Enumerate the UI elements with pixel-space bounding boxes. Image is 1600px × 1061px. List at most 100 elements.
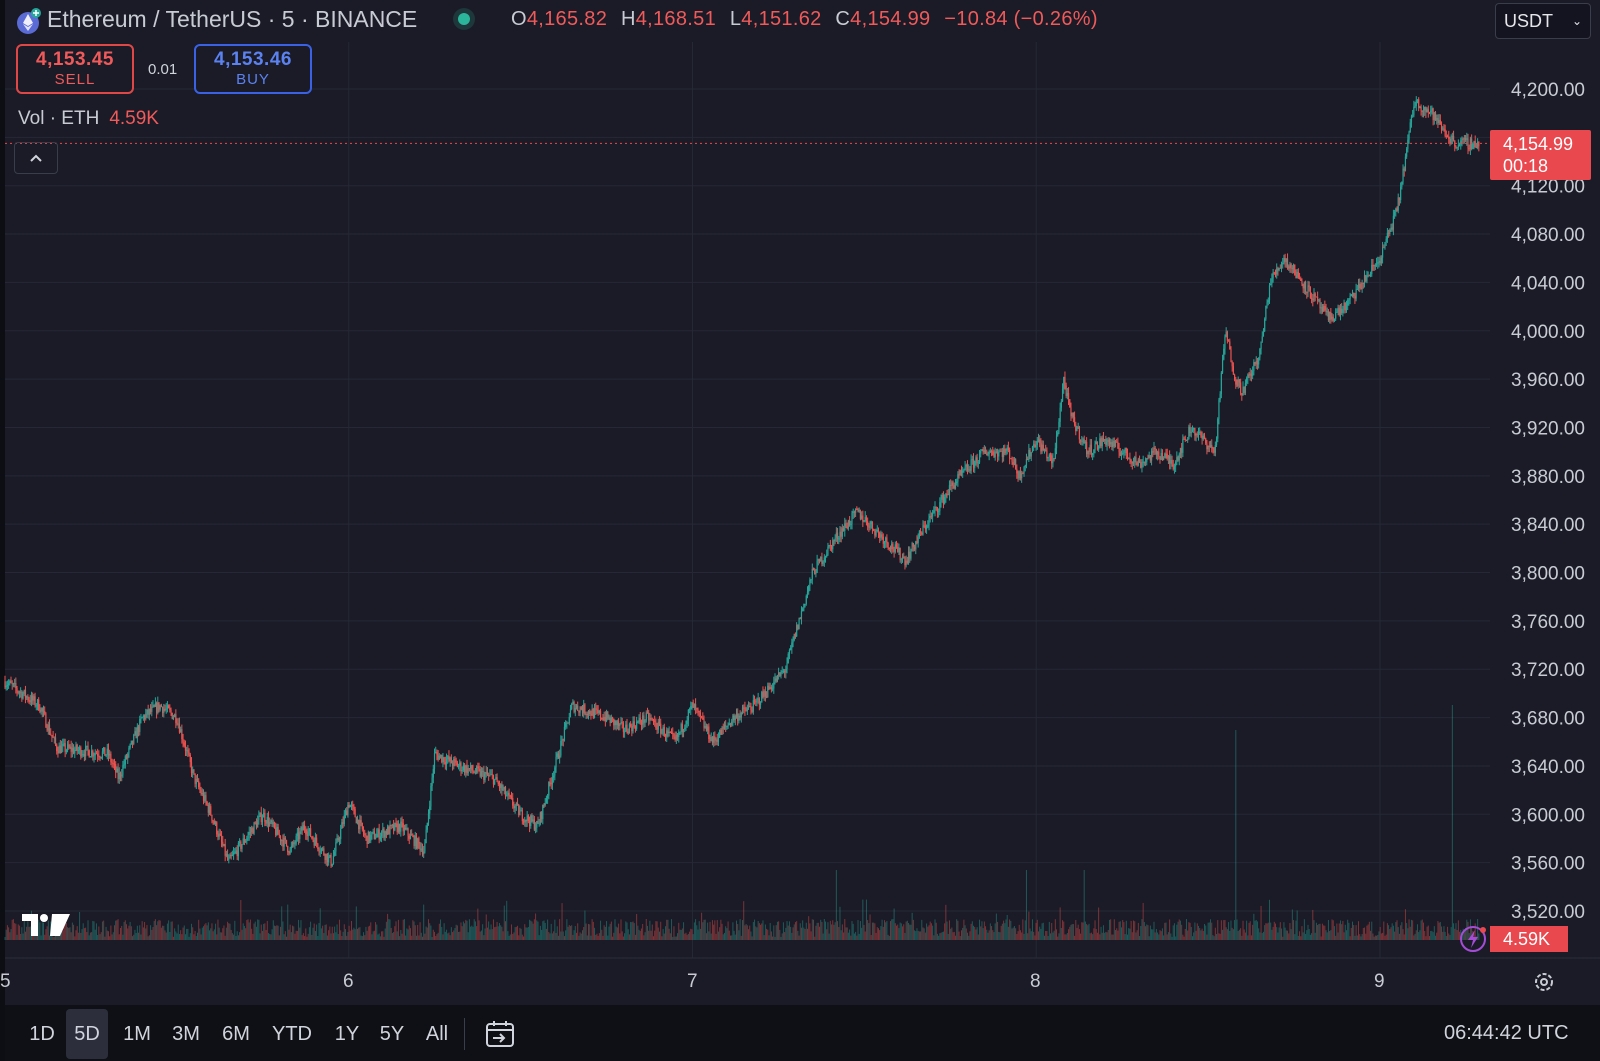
volume-bar bbox=[1200, 930, 1202, 940]
volume-bar bbox=[1090, 932, 1092, 940]
volume-bar bbox=[986, 929, 988, 940]
symbol-title[interactable]: Ethereum / TetherUS · 5 · BINANCE bbox=[47, 6, 418, 32]
volume-bar bbox=[371, 934, 373, 940]
volume-bar bbox=[198, 919, 200, 940]
range-3m-button[interactable]: 3M bbox=[172, 1022, 200, 1045]
volume-bar bbox=[573, 930, 575, 940]
volume-bar bbox=[1131, 932, 1133, 940]
volume-bar bbox=[782, 922, 784, 940]
volume-bar bbox=[1082, 922, 1084, 940]
candle-body bbox=[666, 730, 668, 737]
volume-bar bbox=[411, 935, 413, 940]
candle-body bbox=[915, 541, 917, 550]
volume-bar bbox=[442, 934, 444, 940]
volume-bar bbox=[421, 936, 423, 940]
volume-bar bbox=[550, 923, 552, 940]
candle-body bbox=[192, 769, 194, 774]
candle-body bbox=[893, 549, 895, 552]
volume-bar bbox=[826, 929, 828, 940]
volume-bar bbox=[282, 921, 284, 940]
low-value: 4,151.62 bbox=[741, 8, 822, 30]
volume-bar bbox=[436, 934, 438, 940]
volume-bar bbox=[894, 923, 896, 940]
volume-bar bbox=[751, 936, 753, 940]
volume-bar bbox=[821, 921, 823, 940]
range-5d-button[interactable]: 5D bbox=[66, 1009, 108, 1059]
candle-body bbox=[1095, 441, 1097, 445]
volume-bar bbox=[1268, 899, 1270, 940]
candle-body bbox=[1271, 278, 1273, 284]
volume-bar bbox=[1071, 924, 1073, 940]
go-to-date-icon[interactable] bbox=[484, 1019, 516, 1049]
candle-body bbox=[1270, 283, 1272, 286]
candle-body bbox=[1276, 268, 1278, 275]
collapse-legend-button[interactable] bbox=[14, 142, 58, 174]
volume-legend[interactable]: Vol · ETH 4.59K bbox=[18, 108, 159, 130]
lightning-bolt-icon[interactable] bbox=[1459, 925, 1487, 953]
candle-body bbox=[633, 721, 635, 727]
volume-bar bbox=[643, 935, 645, 940]
range-5y-button[interactable]: 5Y bbox=[379, 1022, 405, 1045]
candle-body bbox=[449, 757, 451, 761]
range-1y-button[interactable]: 1Y bbox=[334, 1022, 360, 1045]
price-chart[interactable]: 3,520.003,560.003,600.003,640.003,680.00… bbox=[0, 0, 1600, 1005]
volume-bar bbox=[948, 920, 950, 940]
candle-body bbox=[33, 696, 35, 701]
candle-body bbox=[522, 821, 525, 823]
volume-bar bbox=[520, 928, 522, 940]
range-1d-button[interactable]: 1D bbox=[29, 1022, 55, 1045]
sell-button[interactable]: 4,153.45 SELL bbox=[16, 44, 134, 94]
volume-bar bbox=[28, 926, 30, 940]
volume-bar bbox=[838, 926, 840, 940]
candle-body bbox=[1443, 128, 1445, 130]
volume-bar bbox=[770, 931, 772, 940]
range-6m-button[interactable]: 6M bbox=[222, 1022, 250, 1045]
candle-body bbox=[882, 536, 884, 544]
candle-body bbox=[163, 708, 165, 714]
candle-body bbox=[840, 531, 842, 537]
candle-body bbox=[634, 726, 637, 729]
gear-icon[interactable] bbox=[1532, 970, 1556, 994]
volume-bar bbox=[209, 930, 211, 940]
candle-body bbox=[323, 848, 325, 855]
volume-bar bbox=[1123, 922, 1125, 940]
candle-body bbox=[857, 509, 859, 512]
candle-body bbox=[1128, 457, 1130, 459]
candle-body bbox=[575, 705, 578, 708]
volume-bar bbox=[124, 920, 126, 940]
range-1m-button[interactable]: 1M bbox=[123, 1022, 151, 1045]
volume-bar bbox=[874, 923, 876, 940]
volume-bar bbox=[686, 934, 688, 940]
candle-body bbox=[941, 494, 943, 500]
volume-bar bbox=[970, 923, 972, 940]
candle-body bbox=[1010, 458, 1012, 460]
range-ytd-button[interactable]: YTD bbox=[272, 1022, 312, 1045]
volume-bar bbox=[557, 935, 559, 940]
candle-body bbox=[652, 719, 655, 721]
candle-body bbox=[1188, 426, 1190, 439]
buy-button[interactable]: 4,153.46 BUY bbox=[194, 44, 312, 94]
range-all-button[interactable]: All bbox=[425, 1022, 449, 1045]
volume-bar bbox=[940, 932, 942, 940]
candle-body bbox=[1065, 385, 1067, 397]
currency-select[interactable]: USDT ⌄ bbox=[1495, 3, 1591, 39]
volume-bar bbox=[657, 927, 659, 940]
volume-bar bbox=[763, 935, 765, 940]
volume-bar bbox=[391, 933, 393, 940]
volume-bar bbox=[1352, 921, 1353, 940]
volume-bar bbox=[480, 930, 482, 940]
candle-body bbox=[950, 485, 952, 487]
candle-body bbox=[119, 772, 122, 777]
volume-bar bbox=[375, 922, 377, 940]
volume-bar bbox=[1437, 920, 1439, 940]
candle-body bbox=[901, 556, 904, 560]
volume-bar bbox=[363, 932, 365, 940]
volume-bar bbox=[521, 934, 523, 940]
volume-bar bbox=[428, 919, 429, 940]
candle-body bbox=[1088, 451, 1090, 453]
candle-body bbox=[799, 617, 801, 619]
candle-body bbox=[524, 819, 526, 823]
candle-body bbox=[832, 540, 834, 550]
candle-body bbox=[1265, 305, 1267, 319]
volume-bar bbox=[138, 932, 140, 940]
